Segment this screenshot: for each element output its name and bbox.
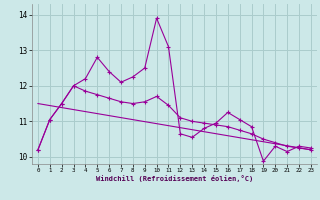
X-axis label: Windchill (Refroidissement éolien,°C): Windchill (Refroidissement éolien,°C) [96,175,253,182]
